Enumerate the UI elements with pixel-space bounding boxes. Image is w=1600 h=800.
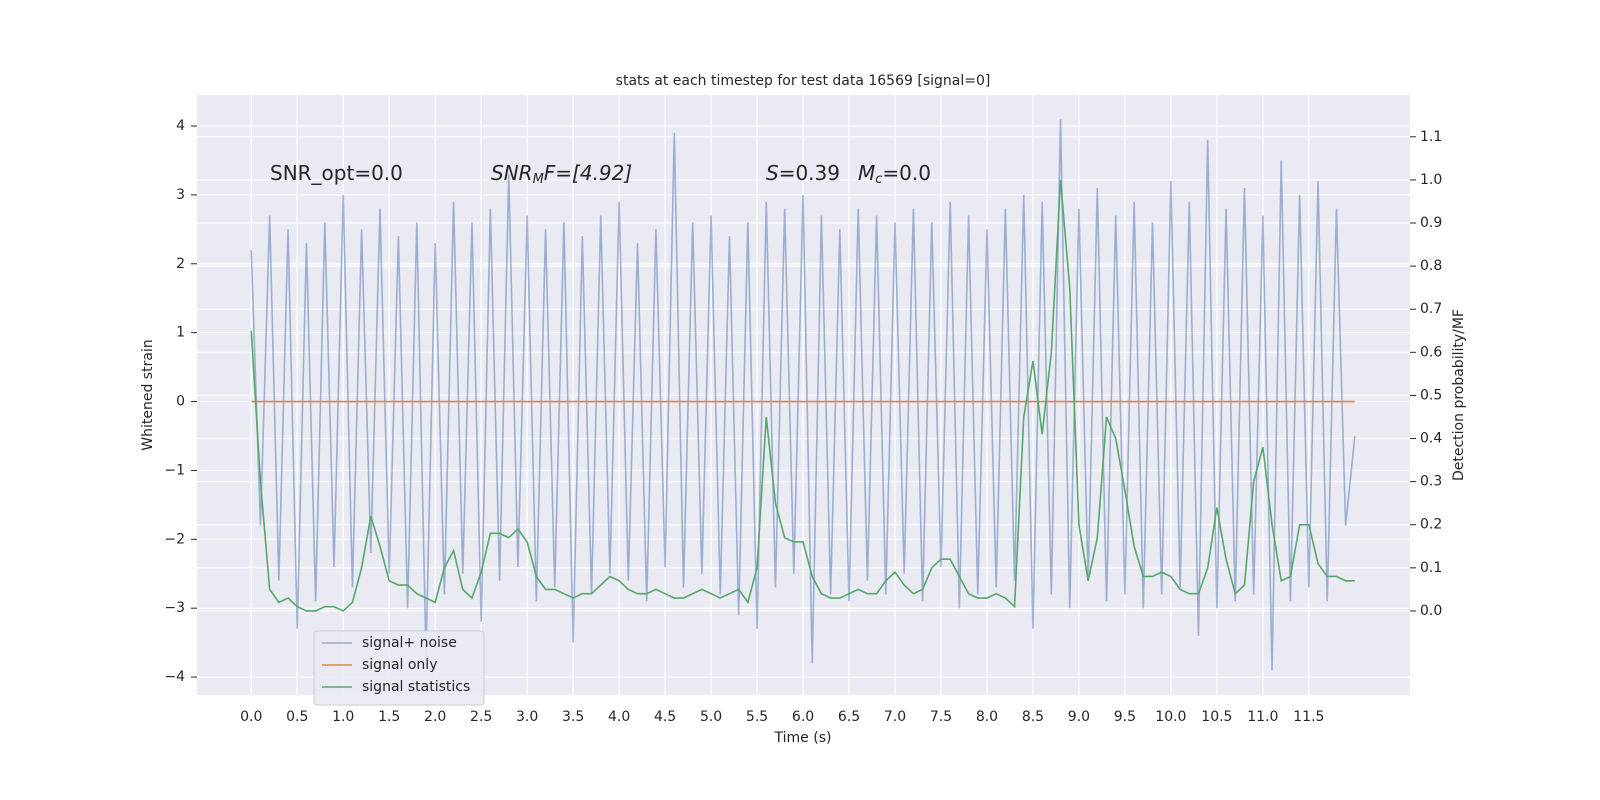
y-tick-label: −3 bbox=[164, 600, 185, 616]
chart-title: stats at each timestep for test data 165… bbox=[616, 73, 991, 89]
legend-label: signal only bbox=[362, 657, 437, 673]
series-line bbox=[250, 179, 1355, 612]
x-tick-label: 7.0 bbox=[884, 709, 906, 725]
y2-tick-label: 0.4 bbox=[1420, 431, 1442, 447]
annotation: SNRMF=[4.92] bbox=[491, 161, 632, 187]
y2-tick-label: 0.3 bbox=[1420, 474, 1442, 490]
annotation-text: =0.0 bbox=[882, 161, 931, 185]
annotation-subscript: M bbox=[533, 172, 544, 187]
y-tick-label: 3 bbox=[176, 187, 185, 203]
x-tick-label: 1.0 bbox=[332, 709, 354, 725]
annotation: S=0.39 bbox=[766, 161, 840, 185]
y2-tick-label: 0.1 bbox=[1420, 560, 1442, 576]
x-tick-label: 0.5 bbox=[286, 709, 308, 725]
ticks: 0.0 0.5 1.0 1.5 2.0 2.5 3.0 3.5 4.0 4.5 5.0 5.5 6.0 6… bbox=[164, 118, 1442, 725]
x-tick-label: 10.0 bbox=[1155, 709, 1186, 725]
legend-box bbox=[313, 630, 485, 706]
x-tick-label: 2.0 bbox=[424, 709, 446, 725]
y-tick-label: −1 bbox=[164, 462, 185, 478]
x-tick-label: 5.0 bbox=[700, 709, 722, 725]
annotation-subscript: c bbox=[875, 172, 882, 187]
y2-tick-label: 1.1 bbox=[1420, 129, 1442, 145]
x-tick-label: 6.5 bbox=[838, 709, 860, 725]
y-tick-label: 0 bbox=[176, 394, 185, 410]
y-tick-label: 4 bbox=[176, 118, 185, 134]
annotation-text: M bbox=[858, 161, 875, 185]
x-tick-label: 9.5 bbox=[1114, 709, 1136, 725]
y-tick-label: 2 bbox=[176, 256, 185, 272]
y2-tick-label: 0.2 bbox=[1420, 517, 1442, 533]
x-tick-label: 3.0 bbox=[516, 709, 538, 725]
legend-label: signal statistics bbox=[362, 679, 470, 695]
y2-tick-label: 0.0 bbox=[1420, 603, 1442, 619]
x-tick-label: 8.5 bbox=[1022, 709, 1044, 725]
x-tick-label: 1.5 bbox=[378, 709, 400, 725]
y-axis-label: Whitened strain bbox=[140, 339, 156, 450]
legend-label: signal+ noise bbox=[362, 635, 457, 651]
y-tick-label: 1 bbox=[176, 325, 185, 341]
x-tick-label: 10.5 bbox=[1201, 709, 1232, 725]
x-tick-label: 9.0 bbox=[1068, 709, 1090, 725]
y2-axis-label: Detection probability/MF bbox=[1451, 309, 1467, 481]
annotation-text: S bbox=[766, 161, 779, 185]
x-tick-label: 11.0 bbox=[1247, 709, 1278, 725]
x-tick-label: 8.0 bbox=[976, 709, 998, 725]
x-tick-label: 0.0 bbox=[240, 709, 262, 725]
annotation-text: SNR bbox=[491, 161, 533, 185]
legend: signal+ noise signal only signal statistic… bbox=[313, 630, 485, 706]
x-tick-label: 4.5 bbox=[654, 709, 676, 725]
x-tick-label: 3.5 bbox=[562, 709, 584, 725]
x-tick-label: 4.0 bbox=[608, 709, 630, 725]
y2-tick-label: 1.0 bbox=[1420, 172, 1442, 188]
x-axis-label: Time (s) bbox=[774, 730, 832, 746]
y2-tick-label: 0.9 bbox=[1420, 215, 1442, 231]
y2-tick-label: 0.7 bbox=[1420, 301, 1442, 317]
x-tick-label: 7.5 bbox=[930, 709, 952, 725]
lines bbox=[250, 119, 1356, 671]
annotation: SNR_opt=0.0 bbox=[270, 161, 403, 185]
x-tick-label: 2.5 bbox=[470, 709, 492, 725]
x-tick-label: 6.0 bbox=[792, 709, 814, 725]
annotation-text: =0.39 bbox=[779, 161, 840, 185]
x-tick-label: 11.5 bbox=[1293, 709, 1324, 725]
y-tick-label: −4 bbox=[164, 669, 185, 685]
y2-tick-label: 0.6 bbox=[1420, 344, 1442, 360]
y2-tick-label: 0.5 bbox=[1420, 387, 1442, 403]
y2-tick-label: 0.8 bbox=[1420, 258, 1442, 274]
series-line bbox=[250, 119, 1356, 671]
annotation-text: SNR_opt=0.0 bbox=[270, 161, 403, 185]
annotation-text: F=[4.92] bbox=[544, 161, 632, 185]
x-tick-label: 5.5 bbox=[746, 709, 768, 725]
y-tick-label: −2 bbox=[164, 531, 185, 547]
annotation: Mc=0.0 bbox=[858, 161, 931, 187]
